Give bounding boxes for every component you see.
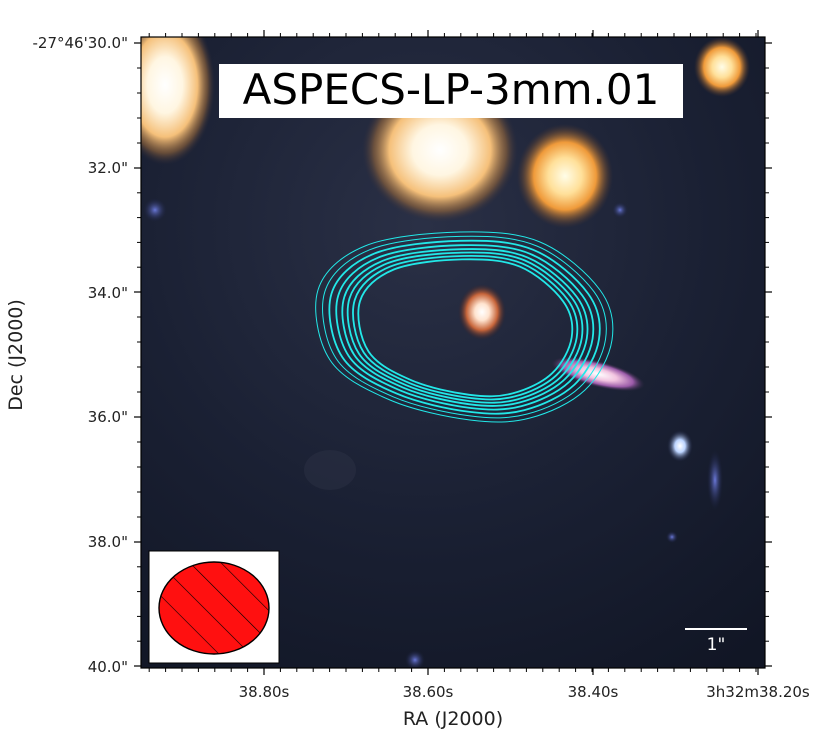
source-faint-1 bbox=[143, 198, 167, 222]
contour-line bbox=[328, 239, 601, 415]
y-tick-label: 40.0" bbox=[88, 658, 128, 676]
x-axis-label: RA (J2000) bbox=[403, 708, 503, 730]
y-tick-labels: -27°46'30.0" 32.0" 34.0" 36.0" 38.0" 40.… bbox=[32, 34, 128, 676]
title-box: ASPECS-LP-3mm.01 bbox=[219, 64, 683, 118]
y-tick-label: 38.0" bbox=[88, 533, 128, 551]
beam-box bbox=[148, 550, 280, 664]
contour-line bbox=[315, 231, 614, 423]
y-tick-label: 34.0" bbox=[88, 284, 128, 302]
star-orange-mid bbox=[517, 124, 613, 228]
contour-line bbox=[322, 235, 607, 419]
y-tick-label: 36.0" bbox=[88, 408, 128, 426]
contour-line bbox=[341, 248, 589, 407]
contour-line bbox=[357, 258, 574, 398]
scale-bar-label: 1" bbox=[707, 635, 726, 655]
source-faint-4 bbox=[666, 531, 678, 543]
plot-title: ASPECS-LP-3mm.01 bbox=[243, 65, 660, 114]
x-tick-label: 38.40s bbox=[568, 683, 619, 701]
plot-frame bbox=[140, 36, 766, 669]
contour-group bbox=[315, 231, 614, 423]
star-orange-corner bbox=[694, 37, 750, 97]
source-faint-3 bbox=[405, 650, 425, 668]
axis-ticks bbox=[134, 30, 772, 675]
source-blue-point bbox=[667, 430, 693, 462]
x-tick-label: 38.80s bbox=[239, 683, 290, 701]
source-center bbox=[458, 284, 506, 340]
contour-line bbox=[352, 254, 579, 401]
x-tick-label: 3h32m38.20s bbox=[706, 683, 810, 701]
y-tick-label: 32.0" bbox=[88, 159, 128, 177]
scale-bar: 1" bbox=[685, 628, 747, 655]
y-axis-label: Dec (J2000) bbox=[5, 299, 27, 411]
contour-line bbox=[335, 244, 595, 411]
x-tick-labels: 38.80s 38.60s 38.40s 3h32m38.20s bbox=[239, 683, 810, 701]
source-faint-5 bbox=[304, 450, 356, 490]
source-blue-streak bbox=[707, 450, 723, 510]
galaxy-large-left bbox=[141, 37, 215, 165]
contour-line bbox=[346, 251, 584, 404]
beam-hatch bbox=[158, 561, 270, 655]
source-faint-2 bbox=[612, 202, 628, 218]
x-tick-label: 38.60s bbox=[403, 683, 454, 701]
y-tick-label: -27°46'30.0" bbox=[32, 34, 128, 52]
